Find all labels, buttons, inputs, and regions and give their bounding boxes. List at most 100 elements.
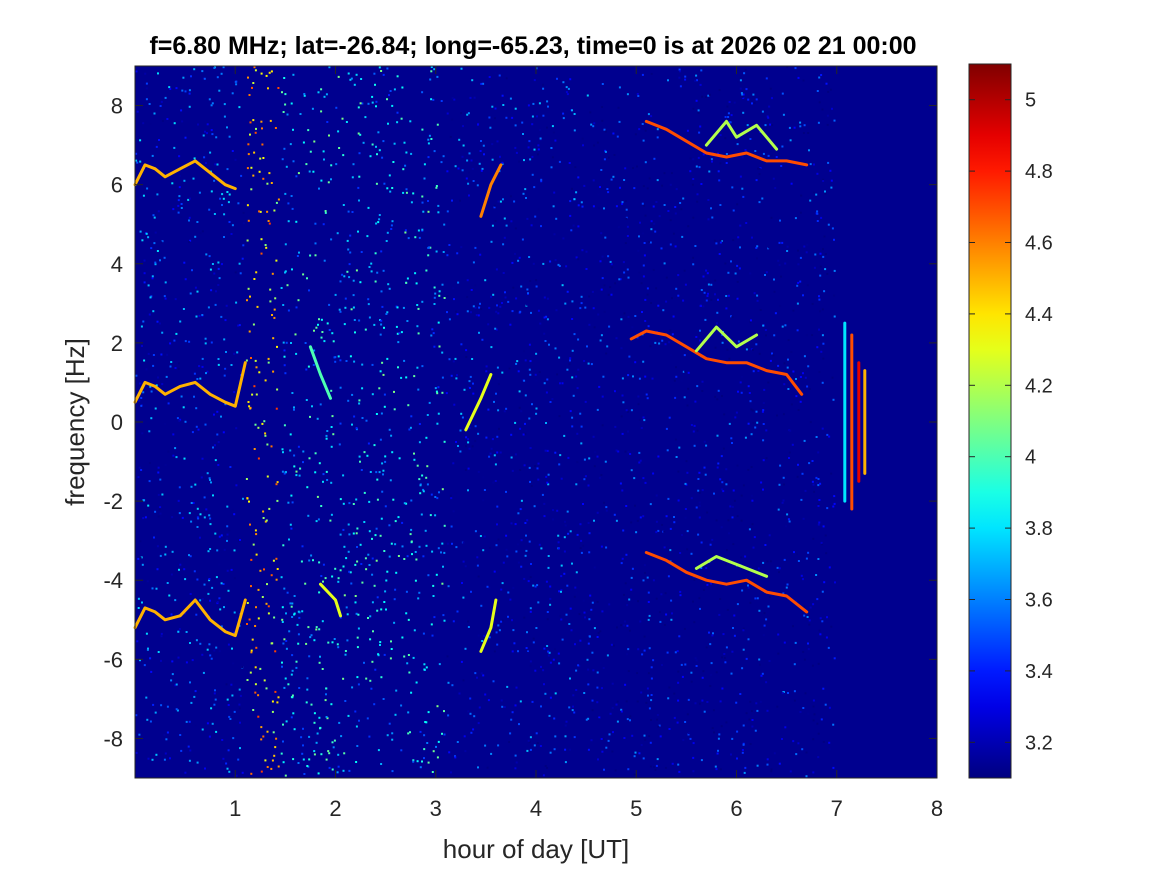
noise-mark-4 bbox=[816, 212, 819, 215]
noise-mark-4 bbox=[634, 133, 637, 136]
noise-mark-2 bbox=[357, 613, 360, 616]
noise-mark-4 bbox=[695, 99, 698, 102]
noise-mark-3 bbox=[517, 512, 520, 515]
noise-mark-3 bbox=[542, 87, 545, 90]
noise-mark-3 bbox=[531, 700, 534, 703]
noise-mark-4 bbox=[711, 216, 714, 219]
noise-mark-0 bbox=[209, 599, 211, 602]
noise-mark-0 bbox=[184, 578, 187, 581]
noise-mark-4 bbox=[830, 625, 833, 628]
noise-mark-2 bbox=[367, 617, 369, 619]
colorbar-tick-label: 4.4 bbox=[1025, 304, 1053, 326]
noise-mark-3 bbox=[514, 252, 516, 255]
noise-mark-2 bbox=[405, 188, 408, 191]
noise-mark-3 bbox=[580, 551, 583, 554]
noise-mark-2 bbox=[413, 629, 416, 632]
noise-mark-4 bbox=[818, 295, 820, 298]
noise-mark-2 bbox=[374, 534, 377, 537]
noise-mark-4 bbox=[662, 309, 665, 312]
noise-mark-4 bbox=[602, 375, 605, 378]
noise-mark-4 bbox=[778, 483, 781, 486]
noise-mark-2 bbox=[427, 138, 430, 141]
noise-mark-2 bbox=[409, 426, 412, 429]
noise-mark-4 bbox=[636, 165, 638, 168]
noise-mark-0 bbox=[208, 477, 211, 480]
noise-mark-3 bbox=[587, 717, 590, 720]
noise-mark-2 bbox=[345, 360, 348, 362]
noise-mark-2 bbox=[437, 412, 440, 415]
noise-mark-0 bbox=[201, 365, 204, 368]
noise-mark-3 bbox=[527, 580, 530, 583]
noise-mark-3 bbox=[496, 140, 499, 143]
noise-mark-2 bbox=[289, 433, 292, 436]
noise-mark-2 bbox=[353, 360, 356, 363]
noise-mark-4 bbox=[641, 232, 644, 235]
noise-mark-4 bbox=[745, 222, 748, 224]
noise-mark-2 bbox=[283, 147, 286, 150]
noise-mark-3 bbox=[536, 467, 539, 470]
noise-mark-4 bbox=[664, 766, 667, 769]
noise-mark-3 bbox=[524, 359, 527, 362]
noise-mark-0 bbox=[215, 290, 217, 293]
noise-mark-4 bbox=[747, 422, 750, 425]
noise-mark-4 bbox=[796, 329, 799, 332]
noise-mark-2 bbox=[326, 430, 329, 432]
noise-mark-1 bbox=[271, 700, 274, 703]
noise-mark-4 bbox=[626, 410, 629, 413]
noise-mark-3 bbox=[488, 116, 491, 119]
noise-mark-4 bbox=[646, 187, 649, 190]
noise-mark-4 bbox=[771, 124, 774, 126]
noise-mark-0 bbox=[206, 123, 209, 126]
noise-mark-4 bbox=[764, 124, 767, 127]
noise-mark-2 bbox=[281, 618, 284, 621]
noise-mark-4 bbox=[696, 193, 699, 196]
noise-mark-4 bbox=[832, 505, 835, 508]
noise-mark-4 bbox=[796, 302, 799, 305]
noise-mark-1 bbox=[277, 765, 280, 768]
noise-mark-2 bbox=[384, 455, 387, 458]
noise-mark-2 bbox=[297, 633, 300, 636]
noise-mark-4 bbox=[751, 725, 754, 728]
noise-mark-4 bbox=[767, 246, 770, 249]
noise-mark-4 bbox=[727, 519, 730, 522]
noise-mark-3 bbox=[514, 704, 517, 707]
noise-mark-0 bbox=[164, 297, 167, 300]
noise-mark-3 bbox=[474, 672, 477, 675]
noise-mark-0 bbox=[199, 377, 202, 380]
noise-mark-0 bbox=[222, 197, 225, 200]
noise-mark-0 bbox=[141, 345, 143, 347]
noise-mark-1 bbox=[250, 649, 253, 652]
noise-mark-3 bbox=[521, 238, 524, 241]
noise-mark-2 bbox=[281, 158, 284, 161]
noise-mark-2 bbox=[391, 104, 394, 107]
noise-mark-4 bbox=[762, 561, 765, 564]
noise-mark-0 bbox=[232, 662, 235, 665]
noise-mark-4 bbox=[819, 252, 822, 255]
noise-mark-2 bbox=[296, 255, 299, 257]
noise-mark-2 bbox=[295, 352, 298, 355]
noise-mark-4 bbox=[779, 219, 781, 222]
noise-mark-4 bbox=[629, 453, 632, 455]
noise-mark-3 bbox=[573, 113, 576, 115]
noise-mark-4 bbox=[647, 618, 650, 621]
noise-mark-2 bbox=[312, 559, 314, 562]
noise-mark-0 bbox=[214, 303, 217, 306]
noise-mark-0 bbox=[220, 625, 223, 628]
noise-mark-0 bbox=[171, 673, 174, 676]
noise-mark-2 bbox=[313, 750, 316, 753]
noise-mark-4 bbox=[714, 293, 716, 296]
noise-mark-2 bbox=[430, 98, 433, 101]
noise-mark-3 bbox=[450, 525, 453, 528]
noise-mark-4 bbox=[741, 156, 744, 159]
noise-mark-2 bbox=[363, 661, 365, 664]
noise-mark-1 bbox=[255, 646, 258, 649]
noise-mark-2 bbox=[396, 111, 399, 114]
noise-mark-2 bbox=[322, 150, 325, 153]
noise-mark-2 bbox=[308, 559, 311, 562]
noise-mark-4 bbox=[822, 342, 825, 345]
noise-mark-2 bbox=[325, 693, 327, 696]
noise-mark-4 bbox=[747, 98, 750, 101]
noise-mark-4 bbox=[652, 268, 655, 271]
noise-mark-0 bbox=[198, 314, 201, 317]
noise-mark-0 bbox=[226, 539, 228, 542]
